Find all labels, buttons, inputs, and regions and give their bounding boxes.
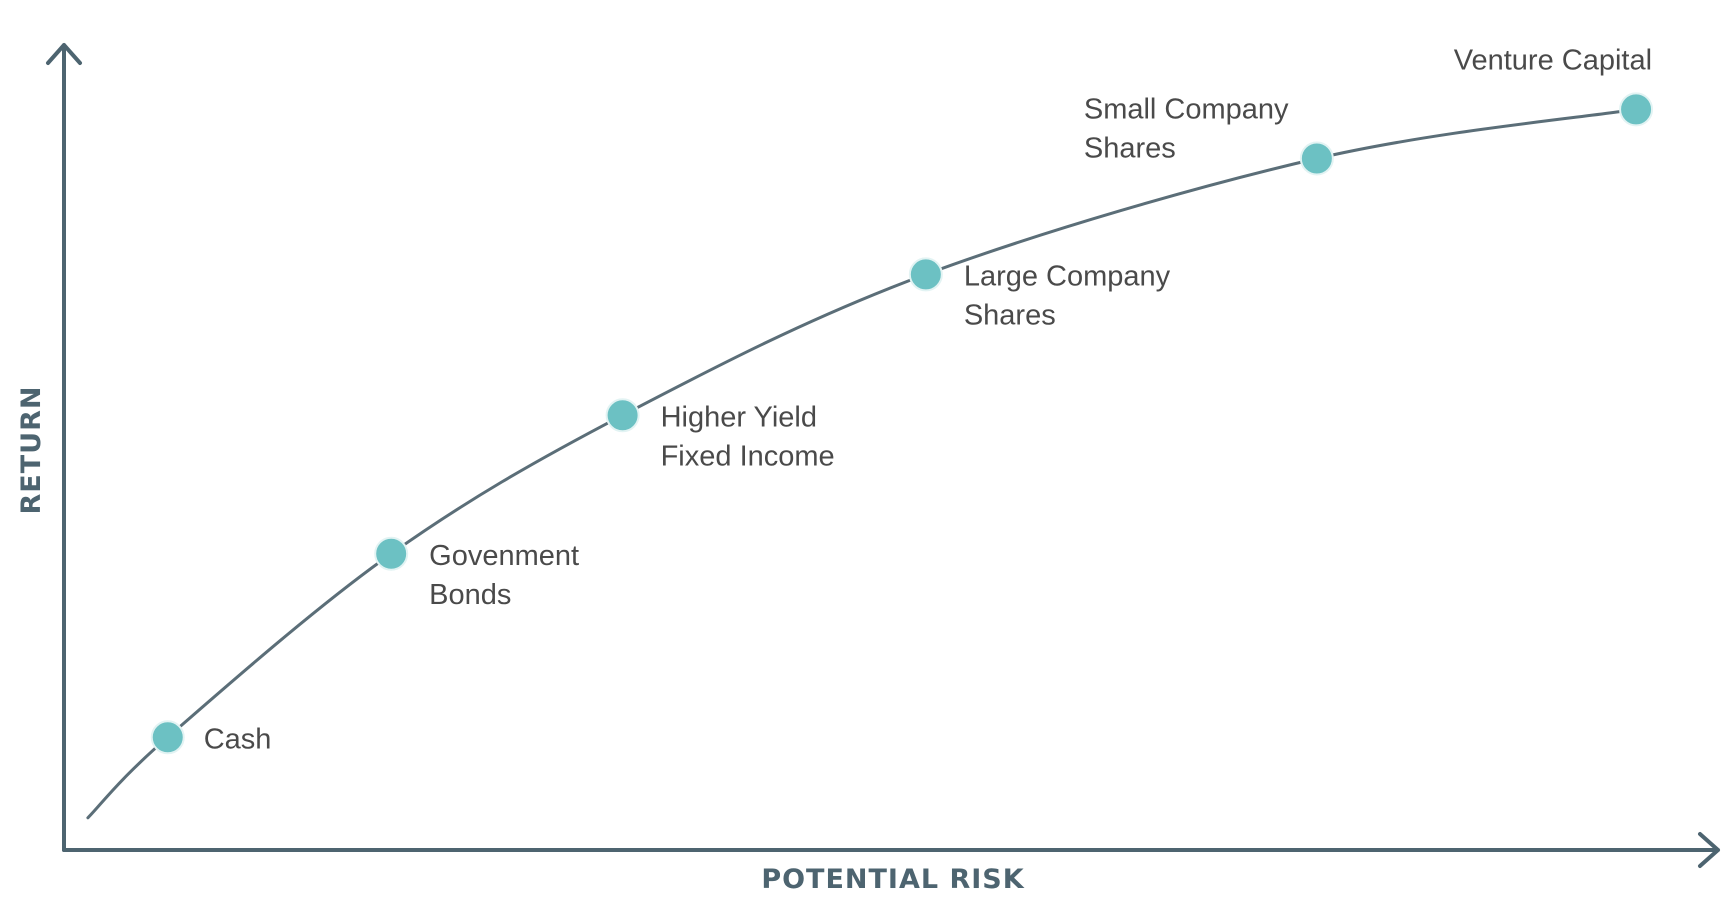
data-label: Cash	[204, 723, 272, 755]
data-point	[605, 398, 640, 433]
risk-return-curve	[86, 107, 1638, 820]
data-label: Small Company Shares	[1084, 94, 1289, 165]
x-axis-title: POTENTIAL RISK	[761, 864, 1024, 895]
data-label: Large Company Shares	[964, 260, 1171, 331]
data-point	[150, 720, 185, 755]
data-point	[1299, 141, 1334, 176]
data-labels: Cash Govenment Bonds Higher Yield Fixed Inco…	[204, 44, 1652, 755]
data-label: Venture Capital	[1454, 44, 1652, 76]
data-point	[374, 536, 409, 571]
data-points	[150, 92, 1654, 755]
x-axis	[62, 832, 1720, 868]
data-point	[908, 257, 943, 292]
data-label: Higher Yield Fixed Income	[661, 401, 835, 472]
y-axis	[46, 43, 82, 852]
y-axis-title: RETURN	[16, 386, 47, 515]
axes	[46, 43, 1720, 868]
data-point	[1619, 92, 1654, 127]
data-label: Govenment Bonds	[429, 540, 579, 611]
